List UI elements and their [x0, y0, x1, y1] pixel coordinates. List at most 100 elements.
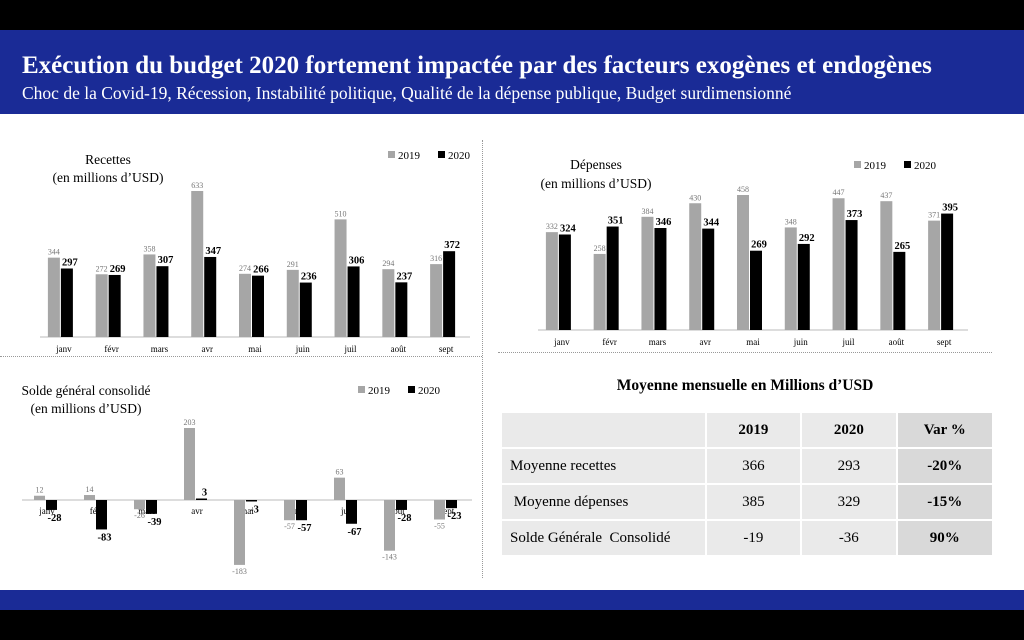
legend-swatch-2020 — [904, 161, 911, 168]
category-label: mai — [746, 337, 760, 347]
vertical-divider — [482, 140, 483, 578]
bar-2019-août — [880, 201, 893, 330]
data-label-2019: 348 — [785, 217, 797, 226]
data-label-2019: 274 — [239, 264, 251, 273]
bar-2020-févr — [606, 226, 619, 330]
bar-2020-avr — [196, 498, 207, 500]
bar-2019-mai — [234, 500, 245, 565]
data-label-2020: 395 — [942, 203, 958, 214]
bar-2020-janv — [60, 268, 73, 337]
bar-2019-mars — [143, 254, 156, 337]
row-label: Moyenne dépenses — [500, 483, 707, 521]
bar-2019-févr — [593, 253, 606, 330]
table-row: Solde Générale Consolidé -19 -36 90% — [500, 519, 995, 557]
category-label: mai — [240, 506, 254, 516]
data-label-2019: -55 — [434, 522, 445, 531]
chart-title: Solde général consolidé — [22, 383, 151, 398]
data-label-2020: 351 — [608, 216, 624, 227]
bar-2020-juin — [797, 243, 810, 330]
data-label-2019: -183 — [232, 567, 247, 576]
bar-2020-févr — [108, 274, 121, 337]
table-header-var: Var % — [895, 411, 995, 449]
bar-2020-juil — [845, 220, 858, 330]
bar-2019-juin — [284, 500, 295, 521]
category-label: sept — [440, 506, 455, 516]
category-label: juil — [344, 344, 358, 354]
table-header-row: 2019 2020 Var % — [500, 411, 995, 449]
category-label: mars — [649, 337, 667, 347]
bar-2020-avr — [204, 256, 217, 337]
header-banner: Exécution du budget 2020 fortement impac… — [0, 30, 1024, 114]
bar-2019-août — [382, 269, 395, 337]
data-label-2020: -39 — [148, 517, 162, 528]
category-label: sept — [937, 337, 952, 347]
data-label-2019: 316 — [430, 254, 442, 263]
data-label-2020: 324 — [560, 223, 577, 234]
row-value-2019: 366 — [704, 447, 803, 485]
legend-swatch-2020 — [438, 151, 445, 158]
category-label: mars — [151, 344, 169, 354]
bar-2019-sept — [928, 220, 941, 330]
bar-2020-mai — [246, 500, 257, 502]
row-label: Moyenne recettes — [500, 447, 707, 485]
data-label-2020: 237 — [396, 271, 412, 282]
data-label-2019: 203 — [184, 418, 196, 427]
data-label-2020: 269 — [751, 240, 767, 251]
bar-2019-juil — [334, 477, 345, 500]
bar-2020-mars — [146, 500, 157, 514]
table-title: Moyenne mensuelle en Millions d’USD — [616, 377, 874, 394]
chart-title: Recettes — [85, 152, 131, 167]
data-label-2020: 346 — [656, 217, 672, 228]
data-label-2019: 14 — [86, 485, 94, 494]
bar-2020-janv — [46, 500, 57, 510]
row-var: -20% — [895, 447, 995, 485]
category-label: avr — [191, 506, 203, 516]
solde-chart: Solde général consolidé (en millions d’US… — [22, 383, 472, 576]
bar-2019-janv — [47, 257, 60, 337]
data-label-2020: 292 — [799, 233, 815, 244]
data-label-2020: 3 — [202, 488, 207, 499]
data-label-2019: 291 — [287, 260, 299, 269]
bar-2020-juil — [346, 500, 357, 524]
bar-2019-sept — [430, 264, 443, 337]
slide-subtitle: Choc de la Covid-19, Récession, Instabil… — [22, 83, 792, 103]
slide-title: Exécution du budget 2020 fortement impac… — [22, 52, 932, 79]
average-table: 2019 2020 Var % Moyenne recettes 366 293… — [500, 411, 995, 557]
chart-title: (en millions d’USD) — [31, 401, 142, 416]
data-label-2020: 266 — [253, 265, 269, 276]
category-label: juin — [793, 337, 809, 347]
data-label-2020: 269 — [110, 264, 126, 275]
category-label: janv — [55, 344, 72, 354]
data-label-2020: -83 — [98, 532, 112, 543]
bar-2020-août — [893, 251, 906, 330]
bar-2019-mai — [239, 273, 251, 337]
footer-bar — [0, 590, 1024, 610]
row-label: Solde Générale Consolidé — [500, 519, 707, 557]
bar-2020-mai — [252, 275, 264, 337]
bar-2019-juin — [286, 269, 299, 337]
horizontal-divider-left — [0, 356, 482, 357]
bar-2019-août — [384, 500, 395, 551]
data-label-2020: -67 — [348, 527, 362, 538]
category-label: juin — [295, 344, 311, 354]
data-label-2019: -143 — [382, 553, 397, 562]
legend-label-2019: 2019 — [368, 385, 391, 397]
bar-2020-mars — [654, 228, 667, 330]
data-label-2019: 344 — [48, 248, 60, 257]
bar-2019-juin — [784, 227, 797, 330]
data-label-2020: -28 — [48, 513, 62, 524]
data-label-2019: 633 — [191, 181, 203, 190]
bar-2020-mai — [750, 250, 762, 330]
row-var: 90% — [895, 519, 995, 557]
category-label: août — [389, 506, 405, 516]
data-label-2019: -26 — [134, 511, 145, 520]
bar-2019-mars — [134, 500, 145, 510]
legend-label-2019: 2019 — [864, 160, 887, 172]
data-label-2020: 307 — [158, 255, 174, 266]
bar-2020-août — [395, 282, 408, 337]
legend-label-2020: 2020 — [448, 150, 471, 162]
data-label-2020: 344 — [703, 218, 720, 229]
data-label-2019: 458 — [737, 185, 749, 194]
data-label-2020: 347 — [205, 246, 221, 257]
row-var: -15% — [895, 483, 995, 521]
